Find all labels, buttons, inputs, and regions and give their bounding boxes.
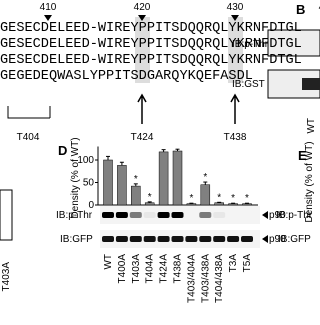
blot-label: IB:p-Thr bbox=[232, 39, 269, 50]
residue-number: 420 bbox=[134, 2, 151, 13]
band-label: p90 bbox=[269, 210, 286, 221]
annotation: * bbox=[134, 174, 138, 185]
x-tick-label: T404/438A bbox=[214, 254, 225, 303]
band bbox=[143, 212, 156, 218]
bar bbox=[144, 202, 155, 206]
residue-number: 440 bbox=[319, 2, 320, 13]
annotation: * bbox=[148, 192, 152, 203]
band bbox=[129, 236, 142, 242]
bar bbox=[103, 159, 113, 206]
site-label: T404 bbox=[17, 132, 40, 143]
band bbox=[102, 212, 114, 218]
band bbox=[227, 236, 240, 242]
band bbox=[241, 236, 253, 242]
sequence: GEGEDEQWASLYPPITSDGARQYKQEFASDL bbox=[0, 69, 253, 84]
band bbox=[143, 236, 156, 242]
band bbox=[213, 212, 226, 218]
blot-label: IB:GFP bbox=[60, 234, 93, 245]
x-tick-label: T403A bbox=[131, 254, 142, 284]
x-tick-label: WT bbox=[103, 254, 114, 270]
marker bbox=[138, 15, 146, 21]
arrow bbox=[230, 93, 240, 124]
x-tick-label: T400A bbox=[117, 254, 128, 284]
annotation: * bbox=[231, 193, 235, 204]
blot bbox=[267, 29, 320, 57]
y-axis-label: Density (% of WT) bbox=[70, 137, 81, 218]
bar bbox=[131, 185, 141, 206]
arrow bbox=[137, 93, 147, 124]
highlight bbox=[228, 17, 243, 83]
band bbox=[185, 236, 198, 242]
band bbox=[157, 236, 170, 242]
annotation: * bbox=[203, 172, 207, 183]
annotation: * bbox=[189, 193, 193, 204]
band bbox=[171, 236, 184, 242]
arrowhead bbox=[262, 211, 268, 243]
x-tick-label: T3A bbox=[228, 254, 239, 273]
site-label: T424 bbox=[131, 132, 154, 143]
x-tick-label: T403/438A bbox=[200, 254, 211, 303]
residue-number: 430 bbox=[227, 2, 244, 13]
band bbox=[199, 236, 212, 242]
marker bbox=[231, 15, 239, 21]
band-label: p90 bbox=[269, 234, 286, 245]
panel-label: B bbox=[296, 2, 305, 17]
x-tick-label: T438A bbox=[173, 254, 184, 284]
y-tick-label: 50 bbox=[83, 178, 95, 189]
x-tick-label: T403/404A bbox=[186, 254, 197, 303]
sequence: GESECDELEED-WIREYPPITSDQQRQLYKRNFDTGL bbox=[0, 21, 302, 36]
sequence: GESECDELEED-WIREYPPITSDQQRQLYKRNFDTGL bbox=[0, 53, 302, 68]
band bbox=[115, 212, 128, 218]
band bbox=[302, 78, 320, 90]
bracket bbox=[7, 106, 51, 119]
panel-label: E bbox=[298, 148, 307, 163]
band bbox=[199, 212, 212, 218]
y-tick-label: 0 bbox=[88, 200, 94, 211]
x-tick-label: T424A bbox=[159, 254, 170, 284]
annotation: * bbox=[245, 193, 249, 204]
band bbox=[213, 236, 226, 242]
highlight bbox=[135, 17, 150, 83]
annotation: * bbox=[217, 192, 221, 203]
x-tick-label: T5A bbox=[242, 254, 253, 273]
residue-number: 410 bbox=[40, 2, 57, 13]
lane-label: WT bbox=[306, 118, 317, 134]
band bbox=[157, 212, 170, 218]
blot-label: IB:p-Thr bbox=[56, 210, 93, 221]
blot-label: IB:p-Thr bbox=[276, 210, 313, 221]
sequence: GESECDELEED-WIREYPPITSDQQRQLYKRNFDTGL bbox=[0, 37, 302, 52]
bar bbox=[117, 165, 127, 206]
band bbox=[171, 212, 184, 218]
marker bbox=[44, 15, 52, 21]
bar bbox=[200, 184, 211, 206]
y-axis-label: Density (% of WT) bbox=[304, 141, 315, 222]
bar bbox=[172, 150, 183, 206]
y-tick-label: 100 bbox=[77, 155, 94, 166]
blot-label: IB:GFP bbox=[278, 234, 311, 245]
band bbox=[102, 236, 114, 242]
site-label: T438 bbox=[224, 132, 247, 143]
band bbox=[129, 212, 142, 218]
band bbox=[115, 236, 128, 242]
panel-label: D bbox=[58, 143, 67, 158]
fragment bbox=[0, 189, 13, 241]
bar bbox=[158, 151, 169, 206]
x-tick-label: T404A bbox=[145, 254, 156, 284]
blot-label: IB:GST bbox=[232, 79, 265, 90]
lane-label: T403A bbox=[1, 262, 12, 292]
